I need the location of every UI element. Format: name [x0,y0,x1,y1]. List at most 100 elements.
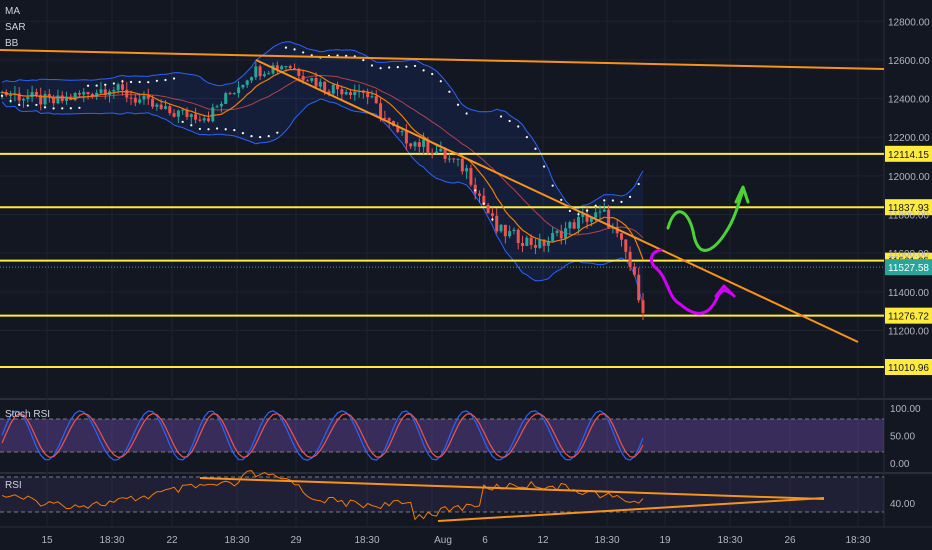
candle-body [82,91,86,95]
candle-body [559,230,563,239]
candle-body [482,195,486,205]
sar-dot [190,124,193,127]
sar-dot [560,198,563,201]
candle-body [241,84,245,88]
candle-body [172,113,176,117]
upper-trendline [0,49,885,70]
x-tick-label: Aug [434,535,452,546]
candle-body [619,233,623,240]
sar-dot [61,107,64,110]
sar-dot [293,48,296,51]
sar-dot [542,165,546,168]
candle-body [525,237,529,247]
candle-body [533,244,537,248]
sar-dot [69,107,72,110]
candle-body [30,92,34,98]
candle-body [452,158,456,160]
candle-body [47,94,51,98]
candle-body [228,93,232,95]
current-price-tag [885,259,932,276]
candle-body [331,84,335,94]
stoch-y-tick: 100.00 [890,404,921,415]
sar-dot [577,213,580,216]
candle-body [538,239,542,248]
stoch-k-line [1,410,644,461]
candle-body [546,240,550,246]
candle-body [215,106,219,108]
stoch-band [0,419,884,452]
candle-body [65,96,69,101]
stoch-y-tick: 50.00 [890,432,915,443]
sar-dot [431,72,434,76]
candle-body [327,91,331,94]
candle-body [9,95,13,97]
candle-body [521,243,525,247]
candle-body [258,66,262,77]
candle-body [52,97,56,104]
sar-dot [491,218,494,221]
candle-body [194,114,198,120]
legend-bb[interactable]: BB [5,38,19,49]
stoch-rsi-label[interactable]: Stoch RSI [5,409,51,420]
candle-body [262,74,266,77]
candle-body [95,92,99,97]
sar-dot [52,107,55,110]
sar-dot [499,115,503,118]
sar-dot [620,200,623,203]
candle-body [400,131,404,133]
sar-dot [534,147,537,150]
rsi-label[interactable]: RSI [5,480,22,491]
x-tick-label: 18:30 [224,535,249,546]
sar-dot [379,67,382,70]
sar-dot [26,104,29,107]
sar-dot [155,79,158,82]
candle-body [237,87,241,94]
candle-body [383,117,387,119]
level-price-tag [885,359,932,375]
sar-dot [396,66,399,69]
sar-dot [276,131,279,134]
candle-body [353,91,357,96]
sar-dot [345,54,348,57]
sar-dot [508,119,511,123]
candle-body [133,97,137,103]
legend-ma[interactable]: MA [5,6,20,17]
candle-body [39,94,43,105]
x-tick-label: 15 [41,535,53,546]
sar-dot [362,59,365,62]
level-price-label: 11837.93 [888,203,929,214]
legend-sar[interactable]: SAR [5,22,26,33]
sar-dot [525,136,528,139]
candle-body [576,216,580,229]
candle-body [86,91,90,95]
sar-dot [370,64,374,67]
bullish-arrowhead [734,185,750,204]
candle-body [417,142,421,147]
level-price-tag [885,145,932,162]
candle-body [374,96,378,104]
candle-body [314,77,318,87]
x-tick-label: 22 [166,535,178,546]
candle-body [267,73,271,75]
candle-body [112,89,116,92]
sar-dot [112,82,115,85]
y-tick-label: 12400.00 [888,95,930,106]
candle-body [348,92,352,96]
y-tick-label: 12600.00 [888,56,930,67]
moving-average-line [1,68,644,260]
candle-body [189,114,193,117]
candle-body [43,94,47,105]
y-tick-label: 12800.00 [888,17,930,28]
candle-body [585,213,589,222]
x-tick-label: 12 [537,535,549,546]
candle-body [151,98,155,107]
candle-body [305,80,309,82]
y-tick-label: 11600.00 [888,249,929,260]
sar-dot [121,80,124,83]
candle-body [409,143,413,147]
candle-body [602,209,606,212]
candle-body [456,158,460,160]
candle-body [581,213,585,217]
